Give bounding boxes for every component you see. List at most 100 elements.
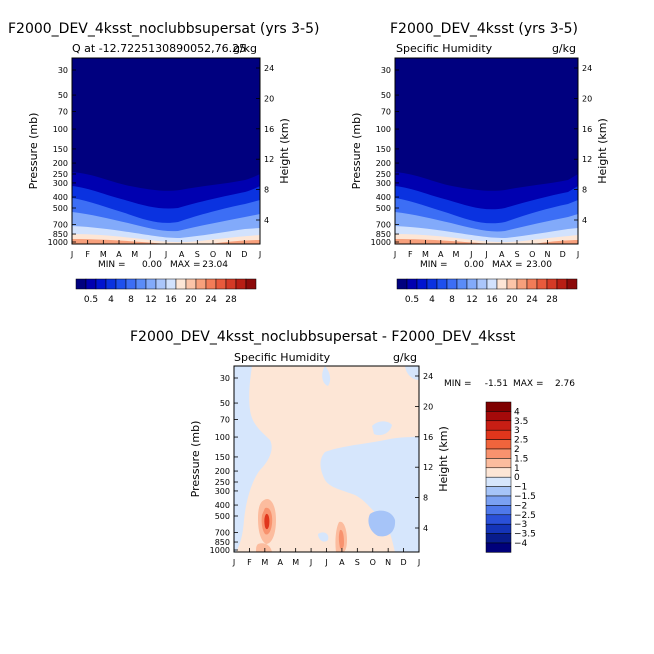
chart-2-pressure-tick: 500 bbox=[376, 204, 391, 213]
chart-3-colorbar-label: 3 bbox=[514, 426, 520, 436]
chart-3-colorbar-label: −3.5 bbox=[514, 530, 536, 540]
chart-1-height-tick: 8 bbox=[264, 186, 269, 195]
chart-2-pressure-tick: 30 bbox=[381, 66, 391, 75]
chart-3-height-tick: 12 bbox=[423, 463, 433, 472]
chart-3-pressure-tick: 70 bbox=[220, 416, 230, 425]
chart-1-height-tick: 24 bbox=[264, 64, 274, 73]
chart-2-pressure-tick: 200 bbox=[376, 159, 391, 168]
chart-3-pressure-tick: 700 bbox=[215, 529, 230, 538]
chart-2-colorbar-label: 12 bbox=[466, 295, 477, 305]
chart-3-colorbar-cell bbox=[485, 439, 512, 450]
chart-3-colorbar-cell bbox=[485, 429, 512, 440]
chart-3-month-tick: A bbox=[278, 558, 284, 567]
chart-1-colorbar-cell bbox=[85, 278, 97, 290]
chart-3-colorbar-label: 1.5 bbox=[514, 454, 528, 464]
chart-3-month-tick: D bbox=[400, 558, 406, 567]
chart-1-pressure-tick: 500 bbox=[53, 204, 68, 213]
chart-1-min-value: 0.00 bbox=[142, 260, 162, 270]
chart-1-ylabel: Pressure (mb) bbox=[27, 113, 40, 190]
chart-3-ylabel: Pressure (mb) bbox=[189, 421, 202, 498]
chart-2-month-tick: A bbox=[499, 250, 505, 259]
chart-1-colorbar-cell bbox=[165, 278, 177, 290]
chart-3-colorbar-label: 0 bbox=[514, 473, 520, 483]
chart-2-colorbar-cell bbox=[456, 278, 468, 290]
chart-3: F2000_DEV_4ksst_noclubbsupersat - F2000_… bbox=[130, 329, 575, 567]
chart-1-colorbar-cell bbox=[125, 278, 137, 290]
chart-2-month-tick: D bbox=[560, 250, 566, 259]
chart-3-colorbar-cell bbox=[485, 467, 512, 478]
chart-1-colorbar-cell bbox=[155, 278, 167, 290]
chart-3-month-tick: J bbox=[232, 558, 235, 567]
chart-3-min-label: MIN = bbox=[444, 379, 472, 389]
chart-1-month-tick: D bbox=[241, 250, 247, 259]
chart-2-colorbar-label: 24 bbox=[526, 295, 538, 305]
chart-2-colorbar-label: 8 bbox=[449, 295, 455, 305]
chart-2-units: g/kg bbox=[552, 42, 576, 55]
chart-2-pressure-tick: 150 bbox=[376, 145, 391, 154]
chart-2-pressure-tick: 50 bbox=[381, 91, 391, 100]
chart-2-month-tick: M bbox=[422, 250, 429, 259]
chart-3-month-tick: F bbox=[247, 558, 252, 567]
chart-2-pressure-tick: 700 bbox=[376, 221, 391, 230]
chart-2-max-label: MAX = bbox=[492, 260, 523, 270]
chart-1-month-tick: J bbox=[258, 250, 261, 259]
chart-1-pressure-tick: 400 bbox=[53, 193, 68, 202]
chart-2-ylabel: Pressure (mb) bbox=[350, 113, 363, 190]
chart-1-pressure-tick: 300 bbox=[53, 179, 68, 188]
chart-3-month-tick: O bbox=[370, 558, 376, 567]
chart-1-field bbox=[72, 58, 260, 244]
chart-2-colorbar-cell bbox=[496, 278, 508, 290]
chart-2-month-tick: N bbox=[545, 250, 551, 259]
chart-3-pressure-tick: 300 bbox=[215, 487, 230, 496]
chart-1-min-label: MIN = bbox=[98, 260, 126, 270]
chart-2-month-tick: M bbox=[453, 250, 460, 259]
chart-2-height-tick: 8 bbox=[582, 186, 587, 195]
chart-1-colorbar-label: 0.5 bbox=[84, 295, 98, 305]
chart-2-colorbar-cell bbox=[556, 278, 568, 290]
chart-1-colorbar-cell bbox=[215, 278, 227, 290]
chart-3-height-tick: 8 bbox=[423, 494, 428, 503]
chart-3-pressure-tick: 200 bbox=[215, 467, 230, 476]
chart-2-colorbar-label: 28 bbox=[546, 295, 558, 305]
chart-2-colorbar-cell bbox=[476, 278, 488, 290]
chart-3-colorbar-cell bbox=[485, 495, 512, 506]
chart-1-colorbar-label: 16 bbox=[165, 295, 177, 305]
chart-2: F2000_DEV_4ksst (yrs 3-5) Specific Humid… bbox=[350, 21, 609, 305]
chart-1-title: F2000_DEV_4ksst_noclubbsupersat (yrs 3-5… bbox=[8, 21, 319, 37]
chart-2-max-value: 23.00 bbox=[526, 260, 552, 270]
chart-2-field bbox=[395, 58, 578, 244]
chart-2-colorbar-label: 0.5 bbox=[405, 295, 419, 305]
chart-1-pressure-tick: 250 bbox=[53, 170, 68, 179]
chart-3-pressure-tick: 400 bbox=[215, 501, 230, 510]
chart-3-month-tick: N bbox=[385, 558, 391, 567]
chart-3-height-tick: 24 bbox=[423, 372, 433, 381]
chart-1-ylabel-right: Height (km) bbox=[278, 118, 291, 184]
chart-2-month-tick: J bbox=[484, 250, 487, 259]
chart-3-colorbar-label: 3.5 bbox=[514, 417, 528, 427]
chart-3-month-tick: J bbox=[417, 558, 420, 567]
chart-1-pressure-tick: 150 bbox=[53, 145, 68, 154]
chart-3-month-tick: M bbox=[261, 558, 268, 567]
chart-1-pressure-tick: 100 bbox=[53, 125, 68, 134]
chart-3-colorbar-label: −1 bbox=[514, 483, 527, 493]
chart-1-colorbar-cell bbox=[95, 278, 107, 290]
chart-3-ylabel-right: Height (km) bbox=[437, 426, 450, 492]
chart-1-colorbar-cell bbox=[245, 278, 257, 290]
chart-1-colorbar-label: 8 bbox=[128, 295, 134, 305]
chart-3-month-tick: J bbox=[309, 558, 312, 567]
chart-1-month-tick: F bbox=[85, 250, 90, 259]
chart-2-month-tick: J bbox=[393, 250, 396, 259]
chart-3-month-tick: S bbox=[355, 558, 360, 567]
chart-3-max-value: 2.76 bbox=[555, 379, 575, 389]
chart-2-min-value: 0.00 bbox=[464, 260, 484, 270]
chart-3-colorbar-cell bbox=[485, 514, 512, 525]
chart-2-colorbar-cell bbox=[446, 278, 458, 290]
chart-2-colorbar-cell bbox=[436, 278, 448, 290]
chart-1-colorbar-label: 20 bbox=[185, 295, 197, 305]
chart-1-colorbar-cell bbox=[235, 278, 247, 290]
chart-3-colorbar-cell bbox=[485, 486, 512, 497]
chart-2-colorbar-label: 4 bbox=[429, 295, 435, 305]
chart-2-pressure-tick: 850 bbox=[376, 230, 391, 239]
chart-1-pressure-tick: 200 bbox=[53, 159, 68, 168]
